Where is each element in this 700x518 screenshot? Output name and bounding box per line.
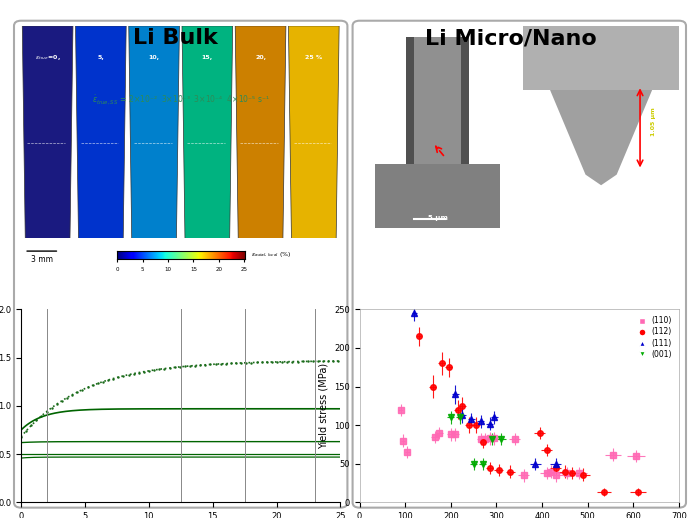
Polygon shape <box>76 26 126 238</box>
Text: 15,: 15, <box>202 55 213 60</box>
Text: 1 μm: 1 μm <box>542 215 562 221</box>
Text: Li Bulk: Li Bulk <box>132 28 218 49</box>
Legend: (110), (112), (111), (001): (110), (112), (111), (001) <box>631 313 676 362</box>
Text: Li Micro/Nano: Li Micro/Nano <box>425 28 597 49</box>
Polygon shape <box>523 26 679 185</box>
Bar <box>523 26 679 90</box>
Text: 10,: 10, <box>148 55 160 60</box>
Bar <box>406 37 469 228</box>
Polygon shape <box>182 26 232 238</box>
Text: 20,: 20, <box>255 55 266 60</box>
Polygon shape <box>129 26 179 238</box>
Text: $\dot{\varepsilon}_{true,SS}$ = 2×10⁻²  3×10⁻³  3×10⁻⁴  4×10⁻⁵ s⁻¹: $\dot{\varepsilon}_{true,SS}$ = 2×10⁻² 3… <box>92 93 270 107</box>
Y-axis label: Yield stress (MPa): Yield stress (MPa) <box>318 363 328 449</box>
Text: 3 mm: 3 mm <box>31 255 52 264</box>
Text: 1.05 μm: 1.05 μm <box>651 107 656 136</box>
Text: $\varepsilon_{axial,local}$ (%): $\varepsilon_{axial,local}$ (%) <box>251 251 291 260</box>
Polygon shape <box>22 26 73 238</box>
Text: $\varepsilon_{true}$=0,: $\varepsilon_{true}$=0, <box>35 53 60 62</box>
Polygon shape <box>288 26 339 238</box>
Polygon shape <box>235 26 286 238</box>
FancyBboxPatch shape <box>375 164 500 228</box>
Text: 5 μm: 5 μm <box>428 215 447 221</box>
Text: 25 %: 25 % <box>305 55 323 60</box>
Text: 5,: 5, <box>97 55 104 60</box>
FancyBboxPatch shape <box>414 37 461 175</box>
